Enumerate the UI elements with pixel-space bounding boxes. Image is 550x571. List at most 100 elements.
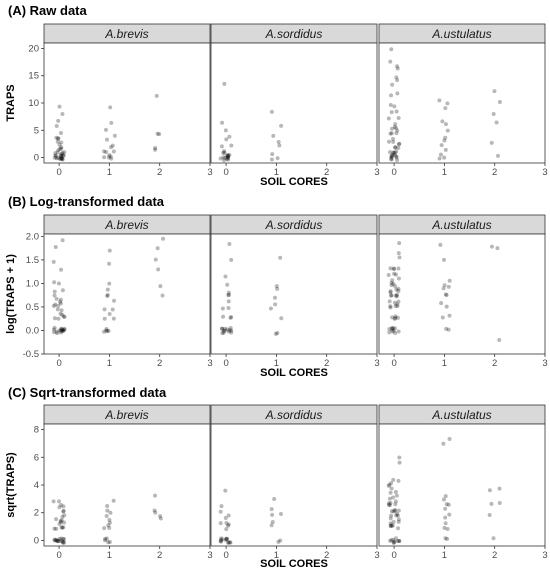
data-point — [219, 539, 224, 544]
facet-strip-label: A.sordidus — [265, 27, 323, 41]
data-point — [225, 153, 230, 158]
data-point — [227, 134, 232, 139]
data-point — [444, 502, 449, 507]
data-point — [52, 289, 57, 294]
data-point — [489, 501, 494, 506]
data-point — [393, 284, 398, 289]
data-point — [60, 312, 65, 317]
x-tick-label: 1 — [274, 550, 279, 561]
data-point — [221, 328, 226, 333]
data-point — [108, 154, 113, 159]
data-point — [102, 316, 107, 321]
data-point — [395, 158, 400, 163]
data-point — [278, 255, 283, 260]
data-point — [103, 127, 108, 132]
data-point — [224, 520, 229, 525]
data-point — [228, 325, 233, 330]
data-point — [220, 331, 225, 336]
data-point — [56, 136, 61, 141]
y-tick-label: 0.0 — [26, 325, 39, 336]
data-point — [161, 236, 166, 241]
data-point — [59, 145, 64, 150]
data-point — [59, 151, 64, 156]
data-point — [389, 538, 394, 543]
data-point — [58, 297, 63, 302]
data-point — [223, 155, 228, 160]
data-point — [276, 539, 281, 544]
data-point — [397, 255, 402, 260]
data-point — [53, 302, 58, 307]
points-group — [218, 81, 284, 163]
data-point — [58, 330, 63, 335]
data-point — [106, 523, 111, 528]
data-point — [392, 152, 397, 157]
x-tick-label: 1 — [107, 358, 112, 369]
data-point — [388, 266, 393, 271]
data-point — [443, 521, 448, 526]
data-point — [389, 157, 394, 162]
data-point — [396, 276, 401, 281]
data-point — [390, 523, 395, 528]
data-point — [218, 156, 223, 161]
data-point — [388, 131, 393, 136]
data-point — [54, 156, 59, 161]
data-point — [276, 139, 281, 144]
data-point — [446, 284, 451, 289]
x-tick-label: 2 — [324, 550, 329, 561]
data-point — [395, 91, 400, 96]
data-point — [54, 526, 59, 531]
data-point — [389, 126, 394, 131]
data-point — [443, 506, 448, 511]
x-tick-label: 3 — [374, 167, 379, 178]
data-point — [219, 144, 224, 149]
data-point — [51, 304, 56, 309]
data-point — [51, 327, 56, 332]
x-tick-label: 0 — [56, 550, 61, 561]
data-point — [59, 154, 64, 159]
facet-panel — [210, 42, 378, 164]
y-tick-label: 0 — [34, 153, 39, 164]
data-point — [393, 331, 398, 336]
data-point — [388, 523, 393, 528]
data-point — [218, 521, 223, 526]
data-point — [389, 153, 394, 158]
data-point — [226, 522, 231, 527]
data-point — [58, 301, 63, 306]
data-point — [270, 152, 275, 157]
data-point — [226, 299, 231, 304]
data-point — [60, 514, 65, 519]
data-point — [226, 155, 231, 160]
data-point — [153, 146, 158, 151]
x-tick-label: 2 — [157, 167, 162, 178]
data-point — [391, 150, 396, 155]
data-point — [223, 516, 228, 521]
data-point — [489, 244, 494, 249]
y-tick-label: 2.0 — [26, 231, 39, 242]
data-point — [57, 156, 62, 161]
data-point — [386, 483, 391, 488]
data-point — [56, 303, 61, 308]
points-group — [220, 242, 284, 336]
data-point — [105, 293, 110, 298]
data-point — [60, 238, 65, 243]
data-point — [491, 536, 496, 541]
data-point — [229, 328, 234, 333]
data-point — [446, 502, 451, 507]
data-point — [220, 326, 225, 331]
data-point — [220, 326, 225, 331]
y-axis-title: log(TRAPS + 1) — [5, 254, 17, 334]
data-point — [156, 267, 161, 272]
data-point — [269, 109, 274, 114]
data-point — [109, 156, 114, 161]
y-tick-label: 2 — [34, 508, 39, 519]
data-point — [392, 150, 397, 155]
data-point — [387, 482, 392, 487]
data-point — [395, 292, 400, 297]
y-tick-label: 15 — [28, 71, 39, 82]
data-point — [443, 135, 448, 140]
data-point — [389, 481, 394, 486]
data-point — [62, 326, 67, 331]
data-point — [390, 315, 395, 320]
data-point — [228, 540, 233, 545]
data-point — [226, 292, 231, 297]
